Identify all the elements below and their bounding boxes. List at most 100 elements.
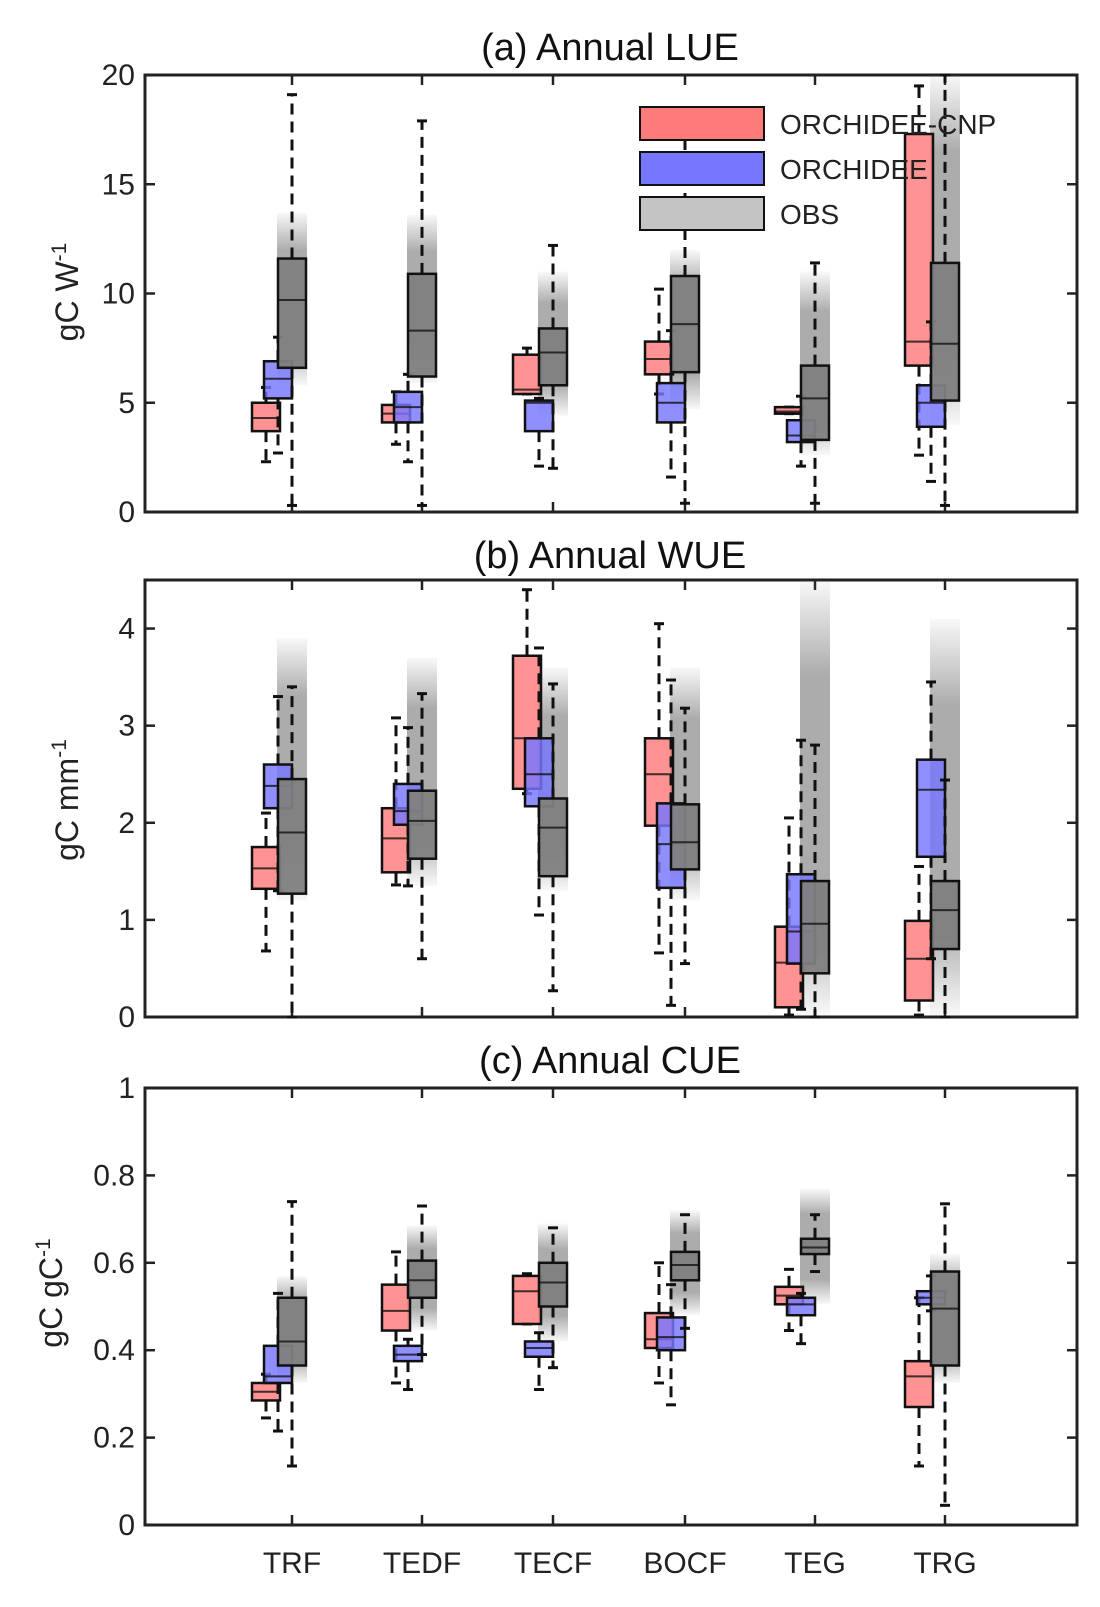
y-tick-label: 5	[118, 387, 135, 420]
y-tick-label: 0	[118, 1509, 135, 1542]
plot-area: 0 0.2 0.4 0.6 0.8 1 TRF TEDF TECF BOCF TEG TRG	[93, 1072, 1079, 1580]
box-iqr	[655, 1316, 687, 1352]
legend-swatch-orchidee	[639, 151, 765, 186]
box-orchidee-cnp-bocf	[643, 622, 675, 955]
box-iqr	[276, 1296, 308, 1367]
legend-label-orchidee: ORCHIDEE	[780, 154, 928, 185]
box-obs-tedf	[406, 692, 438, 961]
box-obs-tedf	[406, 119, 438, 507]
x-tick-label: TRG	[913, 1547, 976, 1580]
box-iqr	[903, 919, 935, 1002]
legend-swatch-orchidee-cnp	[639, 106, 765, 141]
box-iqr	[773, 405, 805, 415]
y-tick-label: 10	[102, 278, 135, 311]
panel-title: (a) Annual LUE	[481, 27, 739, 69]
box-iqr	[799, 364, 831, 442]
y-axis-label-sup: -1	[48, 243, 71, 262]
box-iqr	[669, 1250, 701, 1282]
box-iqr	[799, 1237, 831, 1256]
x-tick-label: TEG	[784, 1547, 846, 1580]
box-orchidee-cnp-trf	[250, 385, 282, 464]
y-tick-label: 0.8	[93, 1159, 135, 1192]
box-obs-trf	[276, 685, 308, 1019]
box-iqr	[523, 1340, 555, 1359]
box-iqr	[406, 789, 438, 860]
box-iqr	[929, 1270, 961, 1367]
box-orchidee-cnp-tedf	[380, 1250, 412, 1385]
x-tick-label: BOCF	[643, 1547, 726, 1580]
box-orchidee-tecf	[523, 396, 555, 468]
legend: ORCHIDEE-CNP ORCHIDEE OBS	[639, 106, 996, 231]
plot-area: 0 5 10 15 20	[102, 59, 1079, 529]
box-iqr	[929, 879, 961, 951]
y-tick-label: 1	[118, 1072, 135, 1105]
box-iqr	[537, 1261, 569, 1308]
box-iqr	[523, 737, 555, 808]
box-orchidee-bocf	[655, 329, 687, 479]
y-tick-label: 20	[102, 59, 135, 92]
box-iqr	[903, 1359, 935, 1409]
box-iqr	[537, 327, 569, 387]
box-orchidee-cnp-trf	[250, 811, 282, 953]
y-tick-label: 15	[102, 168, 135, 201]
box-obs-trf	[276, 1200, 308, 1468]
box-orchidee-cnp-tecf	[511, 1272, 543, 1326]
y-axis-label: gC mm-1	[48, 739, 85, 861]
x-tick-label: TECF	[514, 1547, 592, 1580]
box-orchidee-cnp-trg	[903, 1296, 935, 1468]
box-obs-bocf	[669, 1213, 701, 1330]
box-obs-tecf	[537, 1226, 569, 1370]
panel-title: (b) Annual WUE	[474, 535, 746, 577]
y-tick-label: 0	[118, 1001, 135, 1034]
box-orchidee-tedf	[392, 372, 424, 464]
box-orchidee-cnp-trg	[903, 864, 935, 1017]
box-orchidee-tecf	[523, 646, 555, 917]
box-obs-trg	[929, 73, 961, 507]
box-iqr	[915, 758, 947, 859]
box-iqr	[643, 340, 675, 376]
box-iqr	[523, 399, 555, 433]
box-obs-teg	[799, 261, 831, 505]
box-iqr	[276, 257, 308, 370]
y-axis-label: gC gC-1	[32, 1238, 69, 1347]
y-tick-label: 3	[118, 710, 135, 743]
box-iqr	[903, 132, 935, 367]
box-iqr	[669, 803, 701, 871]
box-obs-trg	[929, 778, 961, 1019]
box-iqr	[511, 1274, 543, 1326]
y-axis-label-sup: -1	[32, 1238, 55, 1257]
box-orchidee-bocf	[655, 1283, 687, 1407]
box-obs-tecf	[537, 682, 569, 993]
axes-frame	[143, 1086, 1079, 1527]
box-iqr	[785, 1296, 817, 1317]
box-obs-tecf	[537, 243, 569, 470]
y-axis-label-main: gC mm	[49, 758, 85, 861]
legend-label-obs: OBS	[780, 199, 839, 230]
axes-frame	[143, 578, 1079, 1019]
box-obs-bocf	[669, 706, 701, 966]
box-obs-trf	[276, 93, 308, 507]
y-tick-label: 0.6	[93, 1247, 135, 1280]
box-iqr	[511, 353, 543, 396]
box-iqr	[799, 879, 831, 975]
x-tick-label: TRF	[263, 1547, 321, 1580]
y-axis-label: gC W-1	[48, 243, 85, 342]
box-iqr	[250, 401, 282, 433]
y-axis-label-main: gC W	[49, 261, 85, 342]
box-orchidee-teg	[785, 1291, 817, 1346]
box-obs-tedf	[406, 1204, 438, 1357]
y-tick-label: 0.2	[93, 1422, 135, 1455]
box-obs-trg	[929, 1202, 961, 1507]
y-axis-label-sup: -1	[48, 739, 71, 758]
plot-area: 0 1 2 3 4	[118, 578, 1079, 1034]
box-iqr	[406, 272, 438, 378]
y-axis-label-main: gC gC	[33, 1257, 69, 1348]
box-iqr	[276, 777, 308, 895]
panel-cue: (c) Annual CUE gC gC-1 0 0.2 0.4 0.6 0.8 1 TRF…	[32, 1040, 1079, 1580]
box-iqr	[537, 797, 569, 878]
box-obs-teg	[799, 1213, 831, 1274]
box-obs-bocf	[669, 125, 701, 505]
legend-label-orchidee-cnp: ORCHIDEE-CNP	[780, 109, 996, 140]
